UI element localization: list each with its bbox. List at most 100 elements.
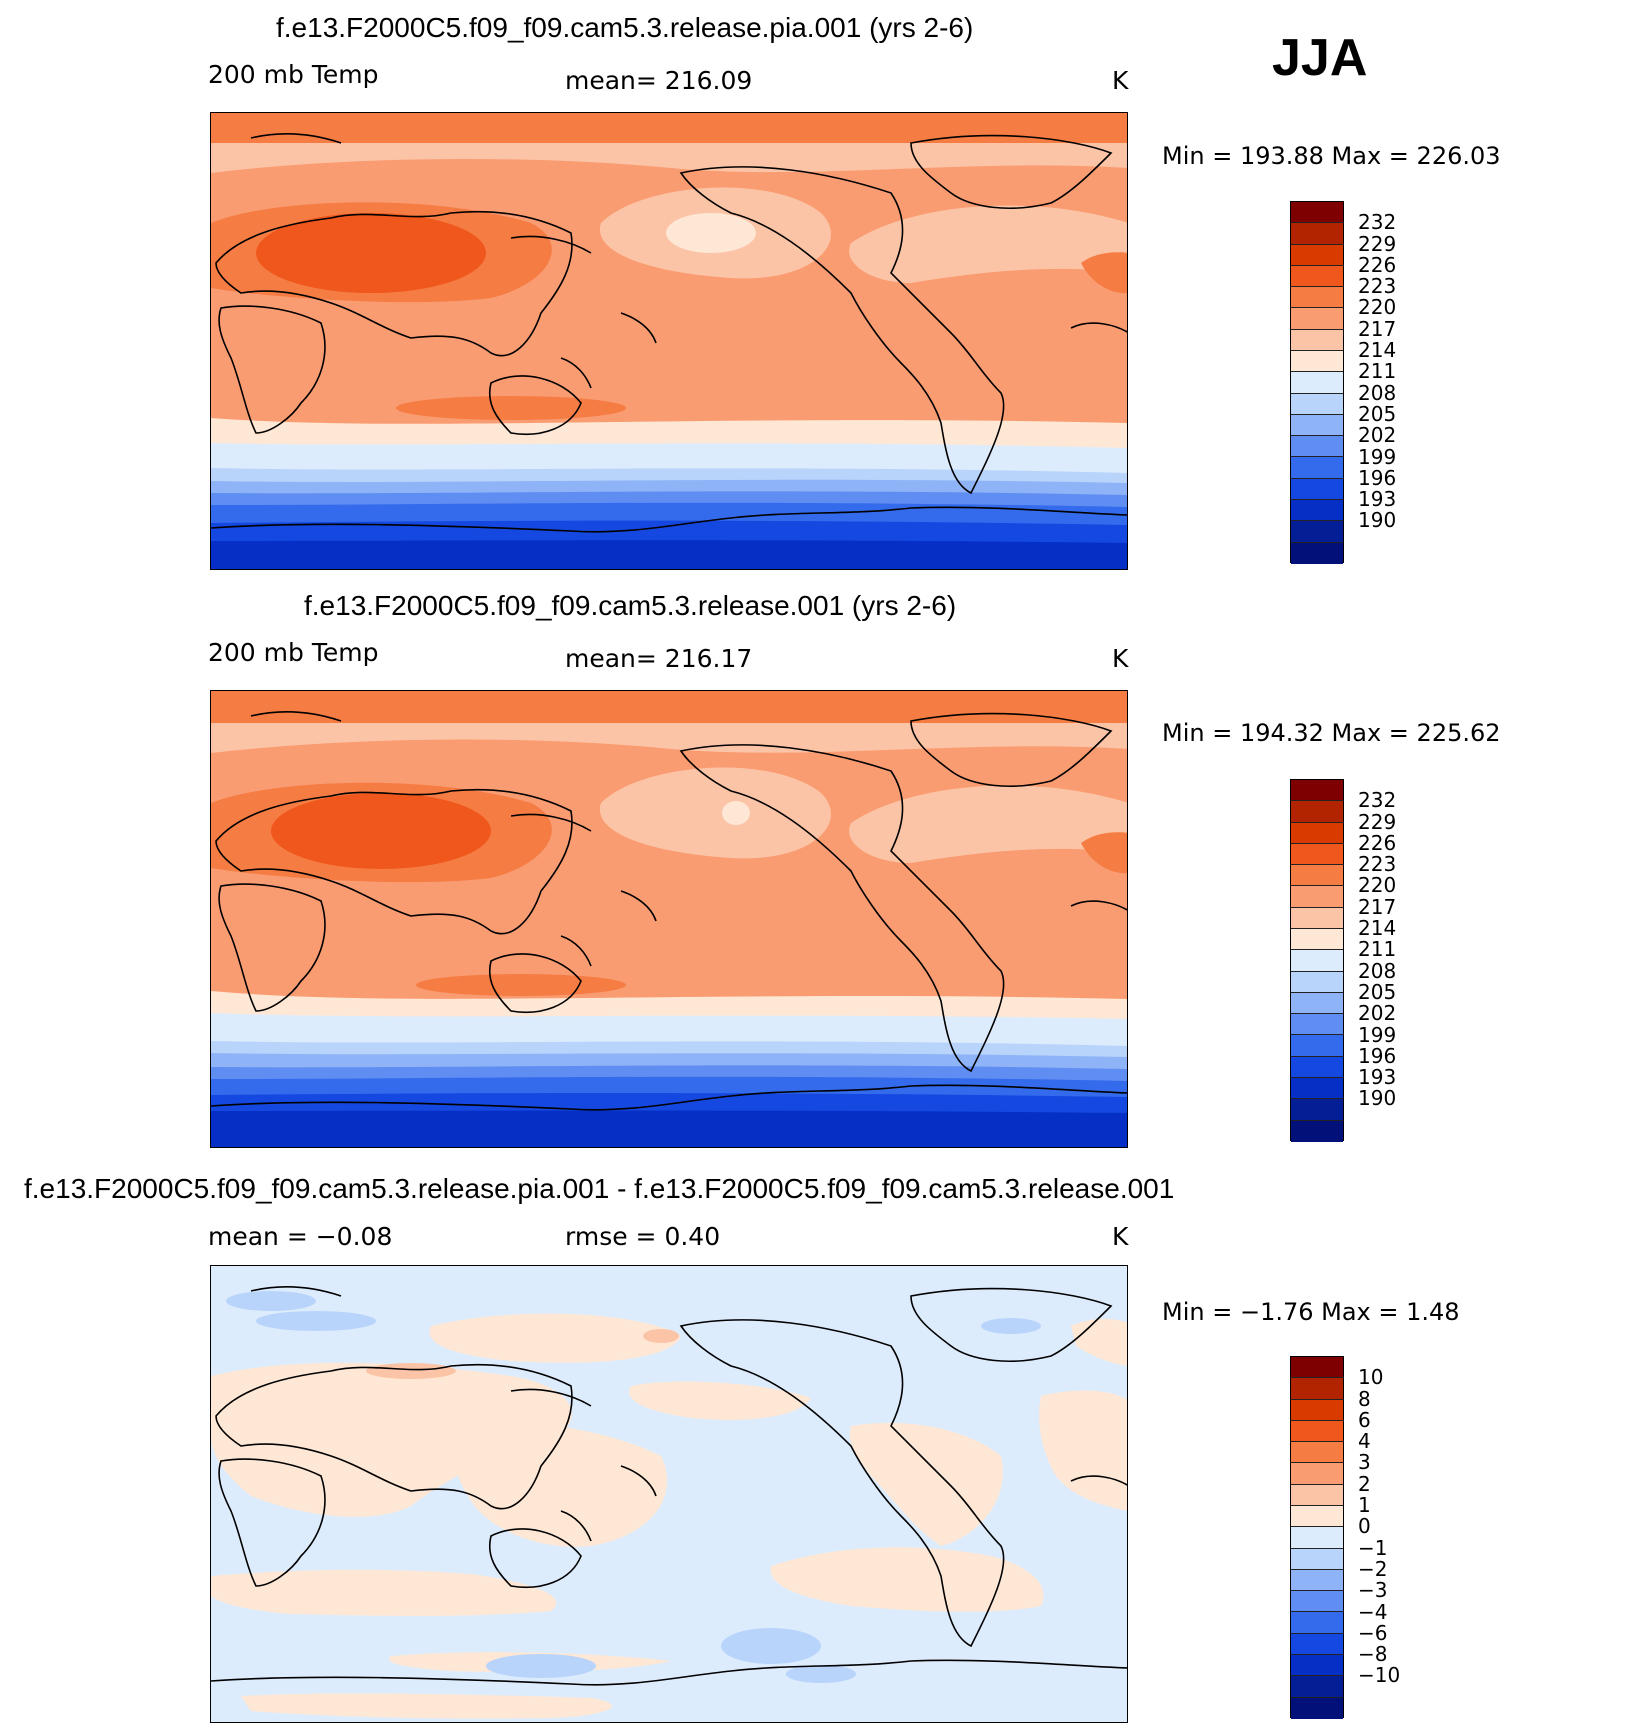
panel-3-colorbar-tick-label: 3	[1358, 1450, 1371, 1475]
panel-3-colorbar-swatch	[1291, 1591, 1343, 1613]
panel-1-contour-field	[211, 113, 1127, 569]
panel-1-colorbar-swatch	[1291, 223, 1343, 245]
panel-3-units: K	[1112, 1222, 1129, 1251]
panel-2-colorbar-tick-label: 217	[1358, 894, 1397, 919]
panel-3-colorbar-tick-label: −1	[1358, 1535, 1388, 1560]
panel-2-colorbar-swatch	[1291, 865, 1343, 887]
panel-2-colorbar-tick-label: 214	[1358, 916, 1397, 941]
panel-2-colorbar-tick-label: 229	[1358, 809, 1397, 834]
panel-3-colorbar-swatch	[1291, 1442, 1343, 1464]
panel-1-colorbar-tick-label: 196	[1358, 465, 1397, 490]
panel-3-colorbar-swatch	[1291, 1612, 1343, 1634]
panel-2-coastlines	[211, 711, 1127, 1111]
panel-2-colorbar-swatch	[1291, 928, 1343, 951]
panel-1-minmax: Min = 193.88 Max = 226.03	[1162, 142, 1501, 170]
panel-1-colorbar-swatch	[1291, 457, 1343, 479]
panel-1-colorbar-swatch	[1291, 265, 1343, 288]
panel-1-colorbar-tick-label: 229	[1358, 231, 1397, 256]
panel-2-minmax: Min = 194.32 Max = 225.62	[1162, 719, 1501, 747]
panel-1-colorbar-tick-label: 214	[1358, 338, 1397, 363]
panel-1-colorbar-tick-label: 223	[1358, 274, 1397, 299]
panel-1-colorbar-tick-label: 232	[1358, 210, 1397, 235]
panel-1-colorbar-swatch	[1291, 414, 1343, 437]
panel-3-colorbar-swatch	[1291, 1676, 1343, 1698]
panel-2-colorbar-tick-label: 199	[1358, 1022, 1397, 1047]
panel-2-colorbar-swatch	[1291, 780, 1343, 802]
panel-1-colorbar-tick-label: 205	[1358, 401, 1397, 426]
panel-3-rmse: rmse = 0.40	[565, 1222, 721, 1251]
panel-3-contour-field	[211, 1266, 1127, 1722]
panel-2-colorbar-swatch	[1291, 971, 1343, 993]
panel-1-colorbar-tick-label: 193	[1358, 487, 1397, 512]
panel-2-mean: mean= 216.17	[565, 644, 753, 673]
panel-1-colorbar-tick-label: 220	[1358, 295, 1397, 320]
panel-2-colorbar-swatch	[1291, 886, 1343, 908]
panel-3-colorbar-swatch	[1291, 1378, 1343, 1400]
panel-3-colorbar-swatch	[1291, 1633, 1343, 1655]
panel-3-colorbar	[1290, 1356, 1344, 1719]
panel-1-colorbar-tick-label: 211	[1358, 359, 1397, 384]
panel-1-colorbar-swatch	[1291, 499, 1343, 522]
panel-2-colorbar-swatch	[1291, 1035, 1343, 1057]
panel-1-colorbar-tick-label: 217	[1358, 316, 1397, 341]
panel-2-colorbar-swatch	[1291, 843, 1343, 866]
panel-2-map	[210, 690, 1128, 1148]
panel-1-mean: mean= 216.09	[565, 66, 753, 95]
panel-2-variable: 200 mb Temp	[208, 638, 379, 667]
panel-2-colorbar-swatch	[1291, 1120, 1343, 1142]
panel-3-map	[210, 1265, 1128, 1723]
panel-2-colorbar-swatch	[1291, 801, 1343, 823]
panel-1-colorbar-tick-label: 202	[1358, 423, 1397, 448]
panel-3-colorbar-swatch	[1291, 1654, 1343, 1677]
panel-3-colorbar-tick-label: −2	[1358, 1556, 1388, 1581]
panel-3-colorbar-tick-label: −8	[1358, 1642, 1388, 1667]
panel-1-colorbar-swatch	[1291, 542, 1343, 564]
panel-3-colorbar-tick-label: 6	[1358, 1407, 1371, 1432]
panel-3-coastlines	[211, 1286, 1127, 1686]
panel-2-colorbar-tick-label: 205	[1358, 979, 1397, 1004]
panel-1-colorbar	[1290, 201, 1344, 564]
panel-2-colorbar-swatch	[1291, 907, 1343, 929]
panel-1-colorbar-swatch	[1291, 372, 1343, 394]
panel-1-colorbar-swatch	[1291, 478, 1343, 500]
panel-2-colorbar-tick-label: 196	[1358, 1043, 1397, 1068]
panel-3-colorbar-tick-label: −4	[1358, 1599, 1388, 1624]
panel-1-colorbar-tick-label: 190	[1358, 508, 1397, 533]
panel-2-colorbar-swatch	[1291, 1056, 1343, 1078]
panel-3-colorbar-swatch	[1291, 1527, 1343, 1549]
panel-3-colorbar-tick-label: −3	[1358, 1578, 1388, 1603]
panel-3-colorbar-tick-label: 1	[1358, 1493, 1371, 1518]
panel-3-colorbar-tick-label: 4	[1358, 1429, 1371, 1454]
panel-3-colorbar-swatch	[1291, 1569, 1343, 1592]
panel-3-minmax: Min = −1.76 Max = 1.48	[1162, 1298, 1460, 1326]
panel-3-colorbar-swatch	[1291, 1463, 1343, 1485]
panel-2-colorbar	[1290, 779, 1344, 1142]
panel-1-title: f.e13.F2000C5.f09_f09.cam5.3.release.pia…	[276, 12, 974, 43]
panel-1-units: K	[1112, 66, 1129, 95]
panel-2-colorbar-tick-label: 193	[1358, 1065, 1397, 1090]
panel-1-colorbar-tick-label: 208	[1358, 380, 1397, 405]
panel-1-colorbar-swatch	[1291, 244, 1343, 266]
panel-3-colorbar-tick-label: −6	[1358, 1620, 1388, 1645]
panel-1-colorbar-swatch	[1291, 350, 1343, 373]
panel-3-colorbar-swatch	[1291, 1505, 1343, 1528]
panel-2-title: f.e13.F2000C5.f09_f09.cam5.3.release.001…	[304, 590, 957, 621]
panel-3-colorbar-tick-label: 2	[1358, 1471, 1371, 1496]
panel-2-units: K	[1112, 644, 1129, 673]
panel-2-contour-field	[211, 691, 1127, 1147]
panel-3-colorbar-tick-label: −10	[1358, 1663, 1401, 1688]
panel-1-colorbar-swatch	[1291, 308, 1343, 330]
panel-2-colorbar-swatch	[1291, 1099, 1343, 1121]
panel-1-colorbar-tick-label: 226	[1358, 252, 1397, 277]
panel-1-colorbar-swatch	[1291, 393, 1343, 415]
panel-2-colorbar-tick-label: 211	[1358, 937, 1397, 962]
panel-2-colorbar-swatch	[1291, 1077, 1343, 1100]
panel-3-colorbar-swatch	[1291, 1697, 1343, 1719]
panel-1-colorbar-swatch	[1291, 202, 1343, 224]
panel-2-colorbar-swatch	[1291, 950, 1343, 972]
panel-2-colorbar-swatch	[1291, 822, 1343, 844]
panel-2-colorbar-tick-label: 226	[1358, 830, 1397, 855]
panel-3-title: f.e13.F2000C5.f09_f09.cam5.3.release.pia…	[24, 1173, 1175, 1204]
season-label: JJA	[1272, 29, 1368, 87]
panel-1-colorbar-swatch	[1291, 287, 1343, 309]
